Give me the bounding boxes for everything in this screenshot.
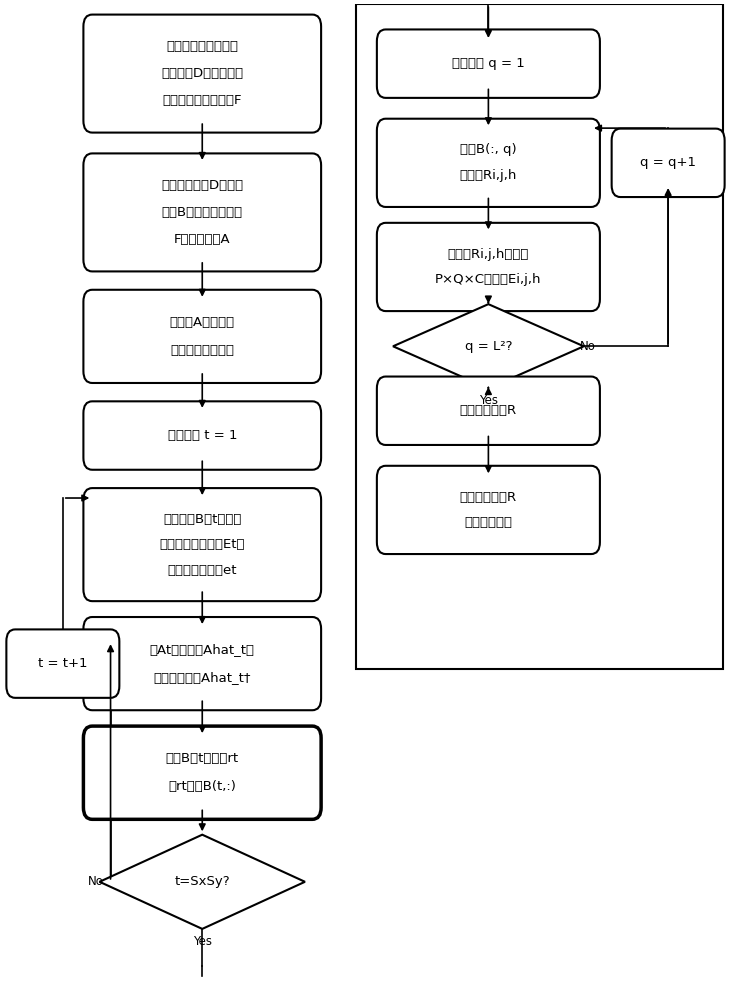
Text: q = q+1: q = q+1 (640, 156, 696, 169)
Text: 利用B(:, q): 利用B(:, q) (460, 143, 516, 156)
Text: 欠采样成像物体得到: 欠采样成像物体得到 (166, 40, 238, 53)
Text: 由At得到矩阵Ahat_t，: 由At得到矩阵Ahat_t， (150, 643, 255, 656)
Text: 准区域得到数据矩阵F: 准区域得到数据矩阵F (162, 94, 242, 107)
Text: 构造出Ri,j,h: 构造出Ri,j,h (460, 169, 517, 182)
Text: 值分解并截尾处理: 值分解并截尾处理 (170, 344, 234, 357)
FancyBboxPatch shape (83, 617, 321, 710)
Bar (356, 4, 723, 669)
Text: Yes: Yes (479, 394, 498, 407)
Polygon shape (393, 304, 584, 388)
FancyBboxPatch shape (83, 401, 321, 470)
Text: 对矩阵A进行奇异: 对矩阵A进行奇异 (170, 316, 234, 329)
Text: 用rt替代B(t,:): 用rt替代B(t,:) (168, 780, 236, 793)
Text: 计算出逆矩阵Ahat_t†: 计算出逆矩阵Ahat_t† (154, 671, 251, 684)
Text: t=SxSy?: t=SxSy? (174, 875, 230, 888)
FancyBboxPatch shape (7, 629, 119, 698)
FancyBboxPatch shape (377, 223, 600, 311)
Text: F构造出矩阵A: F构造出矩阵A (174, 233, 231, 246)
Text: 计数变量 t = 1: 计数变量 t = 1 (168, 429, 237, 442)
Text: 利用重建矩阵R: 利用重建矩阵R (460, 491, 517, 504)
FancyBboxPatch shape (83, 290, 321, 383)
Text: 非零元素的个数et: 非零元素的个数et (168, 564, 237, 577)
Text: 矩阵B，利用数据矩阵: 矩阵B，利用数据矩阵 (162, 206, 243, 219)
Text: 中的非零元素集合Et，: 中的非零元素集合Et， (160, 538, 245, 551)
Text: 重建数据矩阵R: 重建数据矩阵R (460, 404, 517, 417)
FancyBboxPatch shape (611, 129, 725, 197)
FancyBboxPatch shape (83, 153, 321, 271)
FancyBboxPatch shape (83, 726, 321, 819)
FancyBboxPatch shape (377, 377, 600, 445)
FancyBboxPatch shape (377, 29, 600, 98)
Text: t = t+1: t = t+1 (38, 657, 88, 670)
FancyBboxPatch shape (83, 488, 321, 601)
Text: 得到恢复图像: 得到恢复图像 (464, 516, 513, 529)
FancyBboxPatch shape (377, 119, 600, 207)
Text: 数据矩阵D，全采样校: 数据矩阵D，全采样校 (161, 67, 243, 80)
FancyBboxPatch shape (377, 466, 600, 554)
Polygon shape (99, 835, 305, 929)
Text: 计数变量 q = 1: 计数变量 q = 1 (452, 57, 525, 70)
Text: 利用数据矩阵D构造出: 利用数据矩阵D构造出 (161, 179, 243, 192)
FancyBboxPatch shape (83, 15, 321, 133)
Text: Yes: Yes (193, 935, 211, 948)
Text: q = L²?: q = L²? (464, 340, 512, 353)
Text: 将矩阵Ri,j,h扩展为: 将矩阵Ri,j,h扩展为 (447, 248, 529, 261)
Text: No: No (580, 340, 595, 353)
Text: P×Q×C维矩阵Ei,j,h: P×Q×C维矩阵Ei,j,h (435, 273, 542, 286)
Text: 得到矩阵B第t行数据: 得到矩阵B第t行数据 (163, 513, 241, 526)
Text: No: No (88, 875, 104, 888)
Text: 重建B第t行向量rt: 重建B第t行向量rt (165, 752, 239, 765)
